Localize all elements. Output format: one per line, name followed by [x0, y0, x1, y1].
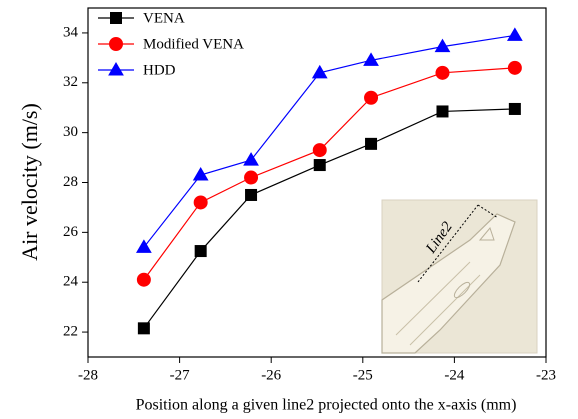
y-tick-label: 22 — [63, 324, 78, 340]
legend-label: HDD — [143, 62, 176, 78]
x-tick-label: -23 — [536, 367, 556, 383]
y-tick-label: 30 — [63, 124, 78, 140]
marker — [508, 28, 522, 40]
x-tick-label: -28 — [78, 367, 98, 383]
marker — [508, 61, 521, 74]
marker — [509, 103, 520, 114]
legend-label: VENA — [143, 10, 185, 26]
marker — [138, 323, 149, 334]
chart: Line2 Position along a given line2 proje… — [0, 0, 578, 419]
legend-marker — [110, 38, 123, 51]
x-axis-label: Position along a given line2 projected o… — [136, 397, 517, 414]
marker — [314, 160, 325, 171]
y-tick-label: 32 — [63, 74, 78, 90]
y-tick-label: 26 — [63, 224, 79, 240]
marker — [245, 171, 258, 184]
x-tick-label: -25 — [353, 367, 373, 383]
marker — [244, 153, 258, 165]
marker — [246, 189, 257, 200]
y-axis-label: Air velocity (m/s) — [17, 103, 42, 261]
marker — [437, 106, 448, 117]
x-tick-label: -27 — [170, 367, 190, 383]
y-tick-label: 34 — [63, 24, 79, 40]
legend-marker — [109, 63, 123, 75]
marker — [194, 196, 207, 209]
marker — [436, 66, 449, 79]
legend-marker — [111, 13, 122, 24]
marker — [195, 246, 206, 257]
marker — [137, 240, 151, 252]
legend-label: Modified VENA — [143, 36, 244, 52]
marker — [313, 144, 326, 157]
inset-photo: Line2 — [382, 200, 537, 353]
marker — [366, 138, 377, 149]
y-tick-label: 24 — [63, 274, 79, 290]
x-tick-label: -26 — [261, 367, 281, 383]
y-tick-label: 28 — [63, 174, 78, 190]
marker — [137, 273, 150, 286]
x-tick-label: -24 — [444, 367, 464, 383]
marker — [365, 91, 378, 104]
